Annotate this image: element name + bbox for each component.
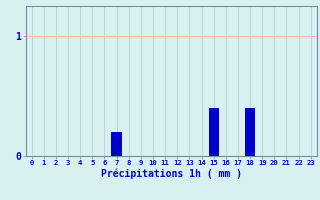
Bar xyxy=(111,132,122,156)
Bar xyxy=(245,108,255,156)
Bar xyxy=(209,108,219,156)
X-axis label: Précipitations 1h ( mm ): Précipitations 1h ( mm ) xyxy=(101,169,242,179)
